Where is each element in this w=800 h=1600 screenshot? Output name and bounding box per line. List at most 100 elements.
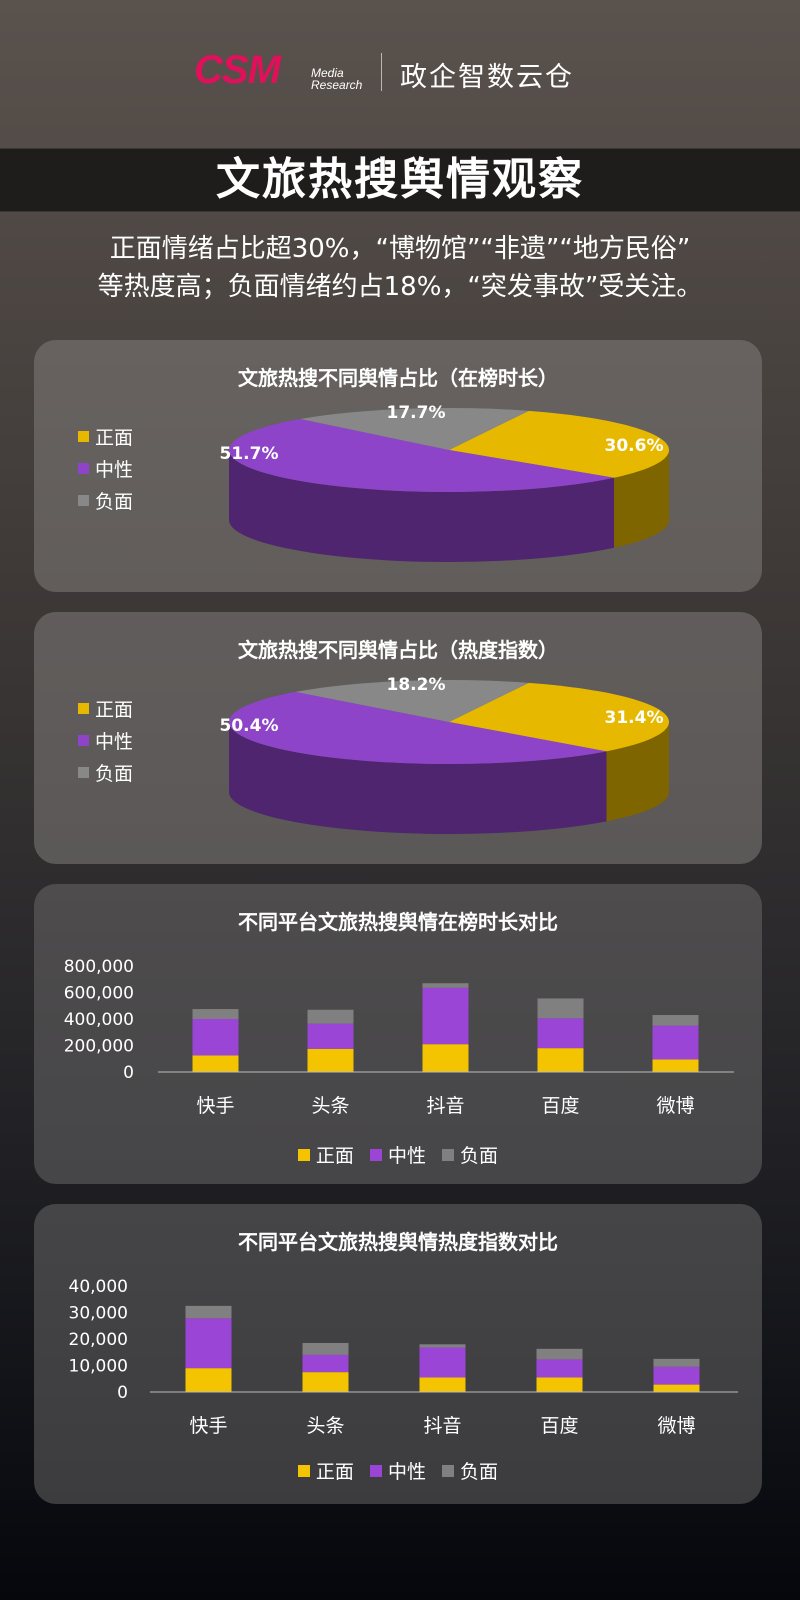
- chart-title: 不同平台文旅热搜舆情热度指数对比: [238, 1230, 558, 1254]
- legend-swatch-positive: [78, 431, 89, 442]
- x-category-label: 头条: [311, 1095, 349, 1117]
- bar-segment-positive: [422, 1044, 469, 1072]
- logo-sub-media: Media: [311, 66, 344, 80]
- chart-title: 文旅热搜不同舆情占比（在榜时长）: [238, 366, 558, 390]
- slice-positive: [449, 410, 669, 478]
- pie-legend: 正面 中性 负面: [78, 694, 133, 790]
- bar-segment-negative: [419, 1344, 466, 1348]
- x-category-label: 微博: [657, 1415, 695, 1437]
- legend-label: 正面: [315, 1145, 354, 1167]
- data-label: 30.6%: [605, 436, 664, 456]
- data-label: 18.2%: [387, 675, 446, 695]
- x-category-label: 头条: [306, 1415, 344, 1437]
- legend-label: 中性: [387, 1461, 426, 1483]
- legend-label: 负面: [95, 763, 134, 785]
- slice-neutral: [229, 419, 615, 492]
- y-tick-label: 20,000: [69, 1330, 128, 1350]
- bar-segment-neutral: [192, 1019, 239, 1056]
- legend-item-positive: 正面: [78, 694, 133, 726]
- y-tick-label: 400,000: [64, 1010, 134, 1030]
- bar-segment-negative: [536, 1348, 583, 1360]
- legend-swatch-negative: [78, 767, 89, 778]
- bar-segment-positive: [652, 1059, 699, 1072]
- legend-item-positive: 正面: [78, 422, 133, 454]
- pie-legend: 正面 中性 负面: [78, 422, 133, 518]
- legend-item-neutral: 中性: [78, 454, 133, 486]
- legend-swatch-positive: [78, 703, 89, 714]
- bar-segment-neutral: [653, 1366, 700, 1385]
- legend-swatch-neutral: [78, 463, 89, 474]
- legend-label: 中性: [95, 731, 134, 753]
- slice-negative: [300, 408, 529, 450]
- chart-title: 文旅热搜不同舆情占比（热度指数）: [238, 638, 558, 662]
- pie-card-heat: 文旅热搜不同舆情占比（热度指数） 正面 中性 负面 31.4% 50.4% 18.2…: [34, 612, 762, 864]
- header: CSM Media Research 政企智数云仓: [0, 45, 800, 105]
- y-tick-label: 0: [123, 1063, 134, 1083]
- bar-legend: 正面 中性 负面: [34, 1456, 762, 1488]
- csm-logo: CSM: [194, 49, 284, 89]
- bar-segment-positive: [536, 1377, 583, 1392]
- slice-neutral-side: [229, 450, 615, 562]
- pie-chart: 30.6% 51.7% 17.7%: [220, 403, 669, 562]
- legend-swatch-neutral: [369, 1464, 382, 1477]
- stacked-bar-chart: 0 200,000 400,000 600,000 800,000 快手 头条 抖音 百度 微博: [64, 957, 734, 1117]
- logo-csm-text: CSM: [194, 49, 283, 89]
- y-tick-label: 0: [117, 1383, 128, 1403]
- header-divider: [381, 53, 382, 91]
- chart-title: 不同平台文旅热搜舆情在榜时长对比: [238, 910, 558, 934]
- page-subtitle: 正面情绪占比超30%，“博物馆”“非遗”“地方民俗” 等热度高；负面情绪约占18…: [40, 230, 760, 306]
- x-category-label: 快手: [196, 1095, 234, 1117]
- bar-segment-positive: [192, 1055, 239, 1072]
- legend-item-negative: 负面: [78, 758, 133, 790]
- bar-segment-negative: [302, 1342, 349, 1355]
- bar-segment-positive: [307, 1048, 354, 1072]
- pie-card-duration: 文旅热搜不同舆情占比（在榜时长） 正面 中性 负面 30.6% 51.7% 17.7…: [34, 340, 762, 592]
- bar-segment-neutral: [185, 1318, 232, 1369]
- legend-label: 正面: [95, 699, 134, 721]
- bar-segment-positive: [185, 1368, 232, 1392]
- bar-legend: 正面 中性 负面: [34, 1140, 762, 1172]
- logo-media-research: Media Research: [311, 67, 362, 91]
- x-category-label: 微博: [656, 1095, 694, 1117]
- pie-chart: 31.4% 50.4% 18.2%: [220, 675, 669, 834]
- data-label: 17.7%: [387, 403, 446, 423]
- bar-segment-neutral: [422, 987, 469, 1045]
- slice-positive-side: [606, 722, 669, 822]
- x-category-label: 快手: [189, 1415, 227, 1437]
- data-label: 51.7%: [220, 444, 279, 464]
- bar-segment-positive: [537, 1048, 584, 1072]
- legend-item-neutral: 中性: [369, 1456, 426, 1488]
- y-tick-label: 40,000: [69, 1277, 128, 1297]
- bar-segment-neutral: [536, 1359, 583, 1378]
- legend-label: 中性: [387, 1145, 426, 1167]
- x-category-label: 百度: [540, 1415, 578, 1437]
- bar-card-duration: 不同平台文旅热搜舆情在榜时长对比 0 200,000 400,000 600,000 8…: [34, 884, 762, 1184]
- y-tick-label: 30,000: [69, 1304, 128, 1324]
- y-tick-label: 800,000: [64, 957, 134, 977]
- stacked-bar-chart: 0 10,000 20,000 30,000 40,000 快手 头条 抖音 百度 微博: [69, 1277, 738, 1437]
- bar-segment-negative: [307, 1009, 354, 1024]
- bar-segment-negative: [422, 983, 469, 988]
- legend-label: 负面: [460, 1145, 499, 1167]
- subtitle-line-1: 正面情绪占比超30%，“博物馆”“非遗”“地方民俗”: [109, 234, 691, 264]
- legend-item-negative: 负面: [442, 1140, 498, 1172]
- legend-swatch-negative: [442, 1464, 455, 1477]
- page-title: 文旅热搜舆情观察: [216, 154, 584, 205]
- y-tick-label: 600,000: [64, 984, 134, 1004]
- x-category-label: 百度: [541, 1095, 579, 1117]
- bar-segment-negative: [653, 1358, 700, 1367]
- brand-name: 政企智数云仓: [400, 62, 574, 93]
- bar-segment-neutral: [537, 1018, 584, 1049]
- bar-segment-negative: [652, 1015, 699, 1026]
- legend-swatch-negative: [442, 1148, 455, 1161]
- legend-item-neutral: 中性: [369, 1140, 426, 1172]
- slice-negative: [295, 680, 529, 722]
- y-tick-label: 10,000: [69, 1357, 128, 1377]
- bar-segment-positive: [419, 1377, 466, 1392]
- slice-positive: [449, 682, 669, 752]
- subtitle-line-2: 等热度高；负面情绪约占18%，“突发事故”受关注。: [97, 272, 703, 302]
- bar-segment-neutral: [652, 1025, 699, 1060]
- legend-label: 正面: [315, 1461, 354, 1483]
- data-label: 31.4%: [605, 708, 664, 728]
- bar-segment-negative: [537, 998, 584, 1019]
